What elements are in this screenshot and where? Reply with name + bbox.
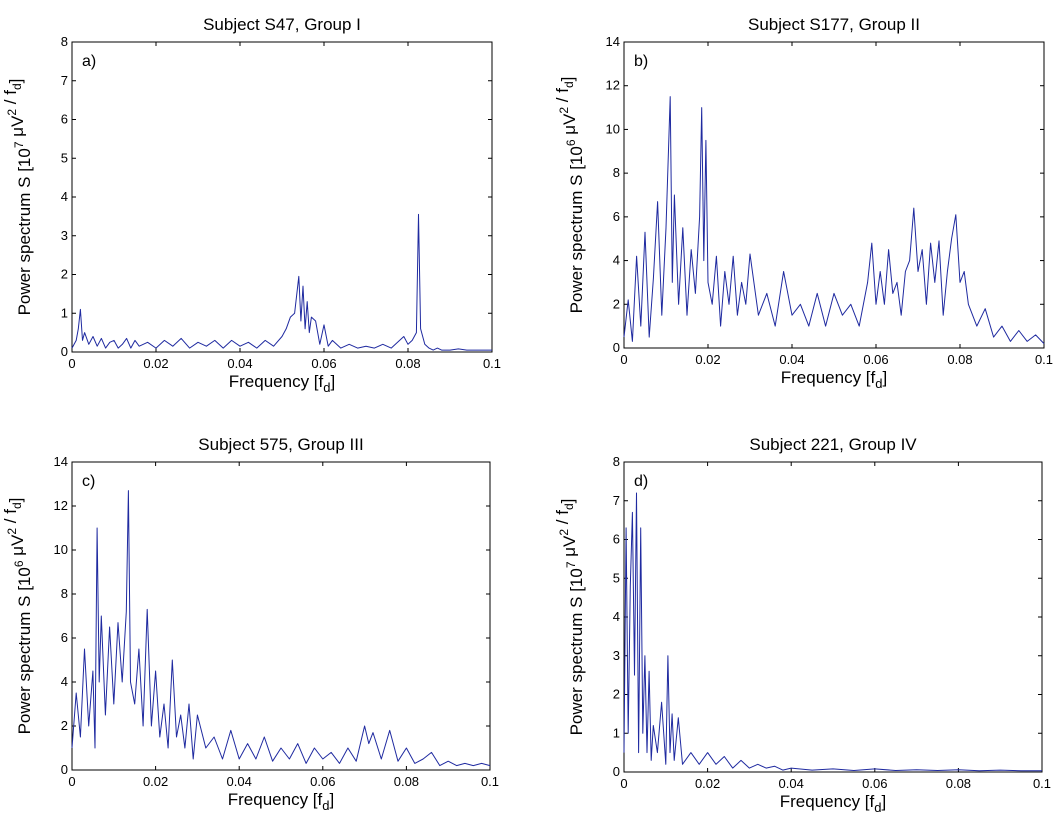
y-tick-label: 6: [613, 209, 620, 224]
y-tick-label: 0: [613, 340, 620, 355]
plot-frame: [623, 461, 1043, 773]
y-tick-label: 6: [61, 630, 68, 645]
x-tick-label: 0.1: [1035, 352, 1053, 367]
y-axis-label: Power spectrum S [107 μV2 / fd]: [1, 79, 34, 316]
chart-panel-3: Subject 575, Group III 0 0.02 0.04 0.06 0.08 0…: [1, 435, 499, 813]
y-tick-label: 7: [613, 493, 620, 508]
x-tick-label: 0.1: [481, 774, 499, 789]
chart-title: Subject S47, Group I: [203, 15, 361, 34]
y-tick-label: 10: [606, 121, 620, 136]
y-tick-label: 8: [61, 34, 68, 49]
y-tick-label: 1: [613, 725, 620, 740]
y-tick-label: 2: [61, 267, 68, 282]
x-tick-label: 0.08: [394, 774, 419, 789]
x-tick-label: 0: [620, 352, 627, 367]
x-tick-label: 0.02: [695, 776, 720, 791]
x-tick-label: 0.06: [311, 356, 336, 371]
y-tick-label: 8: [61, 586, 68, 601]
x-tick-label: 0.1: [1033, 776, 1051, 791]
y-tick-label: 5: [61, 150, 68, 165]
y-tick-label: 14: [54, 454, 68, 469]
x-tick-label: 0.06: [863, 352, 888, 367]
x-tick-label: 0: [68, 356, 75, 371]
y-axis-label: Power spectrum S [107 μV2 / fd]: [553, 499, 586, 736]
y-tick-label: 3: [613, 648, 620, 663]
y-tick-label: 1: [61, 305, 68, 320]
y-tick-label: 12: [606, 78, 620, 93]
spectrum-line: [623, 96, 1045, 344]
x-tick-label: 0.08: [946, 776, 971, 791]
y-axis-label: Power spectrum S [106 μV2 / fd]: [553, 77, 586, 314]
x-tick-label: 0.04: [779, 776, 804, 791]
y-tick-label: 4: [613, 253, 620, 268]
chart-title: Subject S177, Group II: [748, 15, 920, 34]
x-tick-label: 0.02: [695, 352, 720, 367]
x-tick-label: 0.04: [779, 352, 804, 367]
x-tick-label: 0.04: [227, 774, 252, 789]
y-axis-label: Power spectrum S [106 μV2 / fd]: [1, 498, 34, 735]
plot-frame: [71, 41, 493, 353]
x-tick-label: 0.04: [227, 356, 252, 371]
chart-title: Subject 575, Group III: [198, 435, 363, 454]
spectrum-line: [71, 213, 492, 351]
y-tick-label: 2: [613, 687, 620, 702]
x-tick-label: 0.06: [310, 774, 335, 789]
chart-title: Subject 221, Group IV: [749, 435, 917, 454]
x-tick-label: 0: [68, 774, 75, 789]
x-tick-label: 0.02: [143, 774, 168, 789]
x-tick-label: 0.1: [483, 356, 501, 371]
x-tick-label: 0.06: [862, 776, 887, 791]
y-tick-label: 2: [61, 718, 68, 733]
y-tick-label: 10: [54, 542, 68, 557]
panel-label: b): [634, 53, 648, 70]
x-tick-label: 0.08: [947, 352, 972, 367]
y-tick-label: 7: [61, 73, 68, 88]
y-tick-label: 12: [54, 498, 68, 513]
y-tick-label: 0: [61, 762, 68, 777]
x-axis-label: Frequency [fd]: [781, 368, 887, 391]
chart-panel-2: Subject S177, Group II 0 0.02 0.04 0.06 0.08 0…: [553, 15, 1053, 391]
spectrum-line: [71, 490, 491, 767]
y-tick-label: 0: [61, 344, 68, 359]
y-tick-label: 8: [613, 454, 620, 469]
x-tick-label: 0.08: [395, 356, 420, 371]
plot-frame: [623, 41, 1045, 349]
y-tick-label: 4: [61, 189, 68, 204]
y-tick-label: 2: [613, 296, 620, 311]
y-tick-label: 6: [61, 112, 68, 127]
chart-panel-1: Subject S47, Group I 0 0.02 0.04 0.06 0.08 0.1…: [1, 15, 501, 395]
y-tick-label: 8: [613, 165, 620, 180]
x-tick-label: 0: [620, 776, 627, 791]
panel-label: c): [82, 473, 95, 490]
x-axis-label: Frequency [fd]: [780, 792, 886, 815]
panel-label: a): [82, 53, 96, 70]
y-tick-label: 5: [613, 570, 620, 585]
plot-frame: [71, 461, 491, 771]
y-tick-label: 4: [61, 674, 68, 689]
x-axis-label: Frequency [fd]: [229, 372, 335, 395]
y-tick-label: 4: [613, 609, 620, 624]
spectrum-line: [623, 492, 1042, 772]
y-tick-label: 0: [613, 764, 620, 779]
y-tick-label: 6: [613, 532, 620, 547]
y-tick-label: 3: [61, 228, 68, 243]
y-tick-label: 14: [606, 34, 620, 49]
panel-label: d): [634, 473, 648, 490]
x-tick-label: 0.02: [143, 356, 168, 371]
x-axis-label: Frequency [fd]: [228, 790, 334, 813]
chart-panel-4: Subject 221, Group IV 0 0.02 0.04 0.06 0.08 0.…: [553, 435, 1051, 815]
